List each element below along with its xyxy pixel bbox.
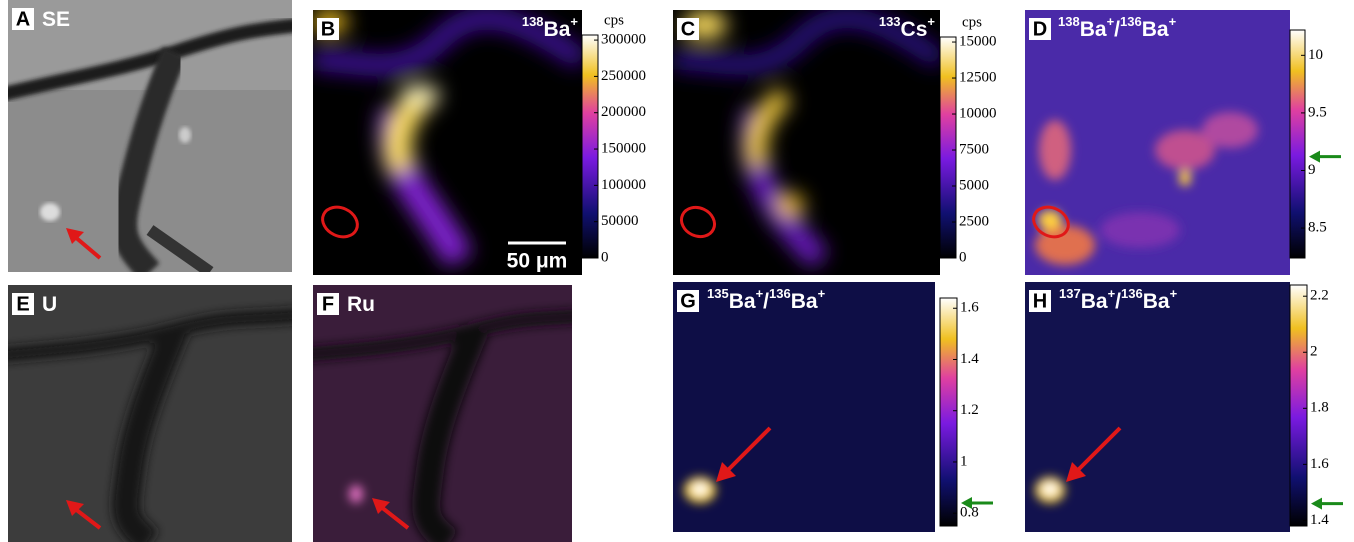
colorbar-tick-label: 15000 — [959, 33, 997, 49]
label-part: U — [42, 293, 57, 316]
colorbar-tick-label: 1.2 — [960, 402, 979, 418]
colorbar-tick-label: 2 — [1310, 344, 1318, 360]
panel-letter: F — [322, 293, 334, 315]
colorbar-tick-label: 1.6 — [960, 300, 979, 316]
label-part: Ba — [1080, 18, 1107, 41]
label-part: + — [570, 14, 578, 29]
ru-map — [300, 285, 590, 542]
label-part: Ba — [1143, 290, 1170, 313]
marker-arrow-head — [1309, 151, 1320, 163]
colorbar — [940, 37, 956, 258]
label-part: 137 — [1059, 286, 1081, 301]
colorbar-unit: cps — [604, 12, 624, 28]
colorbar-tick-label: 2500 — [959, 213, 989, 229]
label-part: Ba — [1081, 290, 1108, 313]
colorbar-tick-label: 7500 — [959, 141, 989, 157]
colorbar-tick-label: 1.4 — [960, 351, 979, 367]
se-image — [0, 0, 300, 272]
colorbar-tick-label: 5000 — [959, 177, 989, 193]
colorbar-unit: cps — [962, 14, 982, 30]
colorbar-tick-label: 0 — [601, 249, 609, 265]
label-part: 138 — [522, 14, 544, 29]
colorbar — [582, 35, 598, 258]
panel-letter: H — [1033, 290, 1047, 312]
scale-bar-label: 50 μm — [507, 250, 568, 273]
label-part: Ba — [1142, 18, 1169, 41]
colorbar-tick-label: 1 — [960, 453, 968, 469]
label-part: Ba — [791, 290, 818, 313]
colorbar-tick-label: 0 — [959, 249, 967, 265]
colorbar-tick-label: 100000 — [601, 177, 646, 193]
colorbar-tick-label: 8.5 — [1308, 219, 1327, 235]
colorbar-tick-label: 150000 — [601, 140, 646, 156]
colorbar-tick-label: 9.5 — [1308, 104, 1327, 120]
colorbar-tick-label: 1.8 — [1310, 400, 1329, 416]
label-part: Ru — [347, 293, 375, 316]
colorbar-tick-label: 200000 — [601, 104, 646, 120]
colorbar — [1290, 30, 1305, 258]
colorbar — [940, 298, 957, 526]
label-part: Ba — [544, 18, 571, 41]
panel-letter: A — [16, 8, 30, 30]
label-part: + — [818, 286, 826, 301]
colorbar-tick-label: 10 — [1308, 47, 1323, 63]
colorbar-tick-label: 9 — [1308, 162, 1316, 178]
marker-arrow — [1311, 498, 1343, 510]
panel-letter: C — [681, 18, 695, 40]
panel-letter: G — [680, 290, 696, 312]
panel-letter: E — [16, 293, 29, 315]
panel-letter: B — [321, 18, 335, 40]
label-part: Ba — [729, 290, 756, 313]
label-part: 133 — [879, 14, 901, 29]
label-part: SE — [42, 8, 70, 31]
label-part: 136 — [1121, 286, 1143, 301]
colorbar-tick-label: 50000 — [601, 213, 639, 229]
label-part: + — [1169, 14, 1177, 29]
label-part: 136 — [769, 286, 791, 301]
colorbar-tick-label: 1.6 — [1310, 456, 1329, 472]
label-part: + — [1170, 286, 1178, 301]
panel-label: SE — [42, 8, 70, 31]
label-part: 138 — [1058, 14, 1080, 29]
colorbar-tick-label: 12500 — [959, 69, 997, 85]
panel-letter: D — [1033, 18, 1047, 40]
marker-arrow-head — [1311, 498, 1322, 510]
cs133-map — [673, 10, 940, 275]
colorbar-tick-label: 2.2 — [1310, 288, 1329, 304]
colorbar — [1290, 285, 1307, 526]
label-part: Cs — [901, 18, 928, 41]
panel-label: Ru — [347, 293, 375, 316]
label-part: 136 — [1120, 14, 1142, 29]
figure: ASEB138Ba+50 μm0500001000001500002000002… — [0, 0, 1354, 542]
colorbar-tick-label: 1.4 — [1310, 512, 1329, 528]
ratio-135-136-map — [673, 282, 935, 532]
label-part: + — [927, 14, 935, 29]
panel-label: U — [42, 293, 57, 316]
ratio-137-136-map — [1025, 282, 1290, 532]
colorbar-tick-label: 300000 — [601, 32, 646, 48]
colorbar-tick-label: 10000 — [959, 105, 997, 121]
label-part: 135 — [707, 286, 729, 301]
colorbar-tick-label: 250000 — [601, 68, 646, 84]
marker-arrow — [1309, 151, 1341, 163]
u-map — [0, 285, 300, 542]
ratio-138-136-map — [1025, 10, 1290, 275]
